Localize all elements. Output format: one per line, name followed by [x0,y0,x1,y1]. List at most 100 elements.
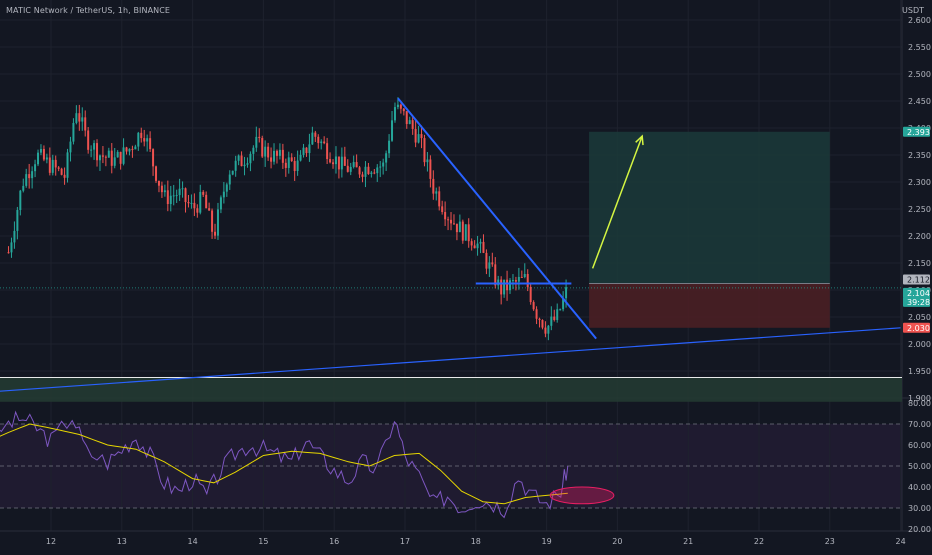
candle-body [240,155,243,167]
candle-body [308,144,311,154]
candle-body [48,157,51,173]
candle-body [553,316,556,320]
price-tag-label: 2.104 [907,289,930,298]
candle-body [96,143,99,161]
candle-body [107,150,110,158]
time-axis-label: 18 [471,537,481,546]
candle-body [19,190,22,211]
candle-body [214,231,217,236]
candle-body [361,174,364,177]
candle-body [172,195,175,197]
candle-body [87,130,90,150]
support-zone[interactable] [0,377,902,402]
candle-body [547,325,550,334]
candle-body [464,224,467,241]
price-axis-label: 2.550 [908,43,931,52]
candle-body [125,147,128,152]
candle-body [98,155,101,161]
candle-body [246,163,249,165]
candle-body [479,241,482,244]
candle-body [264,146,267,157]
candle-body [470,241,473,246]
candle-body [196,208,199,213]
candle-body [219,197,222,210]
candle-body [75,113,78,123]
target-arrow-line[interactable] [591,135,643,269]
candle-body [60,168,63,175]
long-position-stop-zone[interactable] [589,283,830,328]
candle-body [10,242,13,253]
candle-body [441,206,444,213]
time-axis-label: 17 [400,537,410,546]
candle-body [506,279,509,291]
candle-body [455,223,458,233]
price-axis-label: 2.250 [908,205,931,214]
candle-body [273,150,276,162]
candle-body [296,160,299,172]
price-tag-label: 2.030 [907,324,930,333]
candle-body [37,152,40,165]
candle-body [343,156,346,166]
rsi-ellipse-highlight[interactable] [549,486,615,505]
candle-body [146,138,149,142]
candle-body [81,117,84,122]
candle-body [181,188,184,190]
candle-body [208,208,211,211]
candle-body [402,108,405,112]
candle-body [190,202,193,204]
candle-body [28,174,31,179]
candle-body [267,146,270,158]
candle-body [131,148,134,150]
price-tag-label: 39:28 [907,298,930,307]
candle-body [51,159,54,173]
candle-body [450,219,453,224]
candle-body [193,202,196,209]
candle-body [149,138,152,150]
candle-body [535,309,538,319]
candle-body [476,243,479,249]
candle-body [503,279,506,295]
candle-body [385,153,388,163]
candle-body [382,162,385,167]
price-axis-label: 1.900 [908,394,931,403]
candle-body [270,157,273,162]
candle-body [467,224,470,242]
candle-body [261,138,264,157]
candle-body [352,162,355,167]
price-tag-label: 2.393 [907,128,930,137]
symbol-label[interactable]: MATIC Network / TetherUS, 1h, BINANCE [6,6,171,15]
candle-body [225,184,228,192]
candle-body [305,147,308,154]
candle-body [39,148,42,153]
candle-body [417,134,420,143]
candle-body [237,155,240,161]
candle-body [326,143,329,160]
candle-body [287,157,290,168]
price-axis-label: 2.450 [908,97,931,106]
rising-trendline[interactable] [0,327,901,393]
rsi-axis-label: 30.00 [908,504,931,513]
candle-body [57,167,60,169]
candle-body [255,136,258,148]
rsi-line [0,410,569,519]
candle-body [311,132,314,145]
candle-body [166,190,169,205]
candle-body [452,223,455,225]
rsi-axis-label: 50.00 [908,462,931,471]
target-arrow-head [635,134,644,146]
candle-body [379,166,382,168]
candle-body [391,120,394,141]
descending-trendline[interactable] [397,97,597,340]
long-position-target-zone[interactable] [589,131,830,284]
time-axis-label: 16 [329,537,339,546]
candle-body [302,147,305,155]
price-tag-label: 2.112 [907,276,930,285]
candle-body [396,104,399,108]
candle-body [532,302,535,310]
candle-body [337,156,340,170]
candle-body [544,327,547,334]
candle-body [134,146,137,150]
currency-label: USDT [902,6,924,15]
